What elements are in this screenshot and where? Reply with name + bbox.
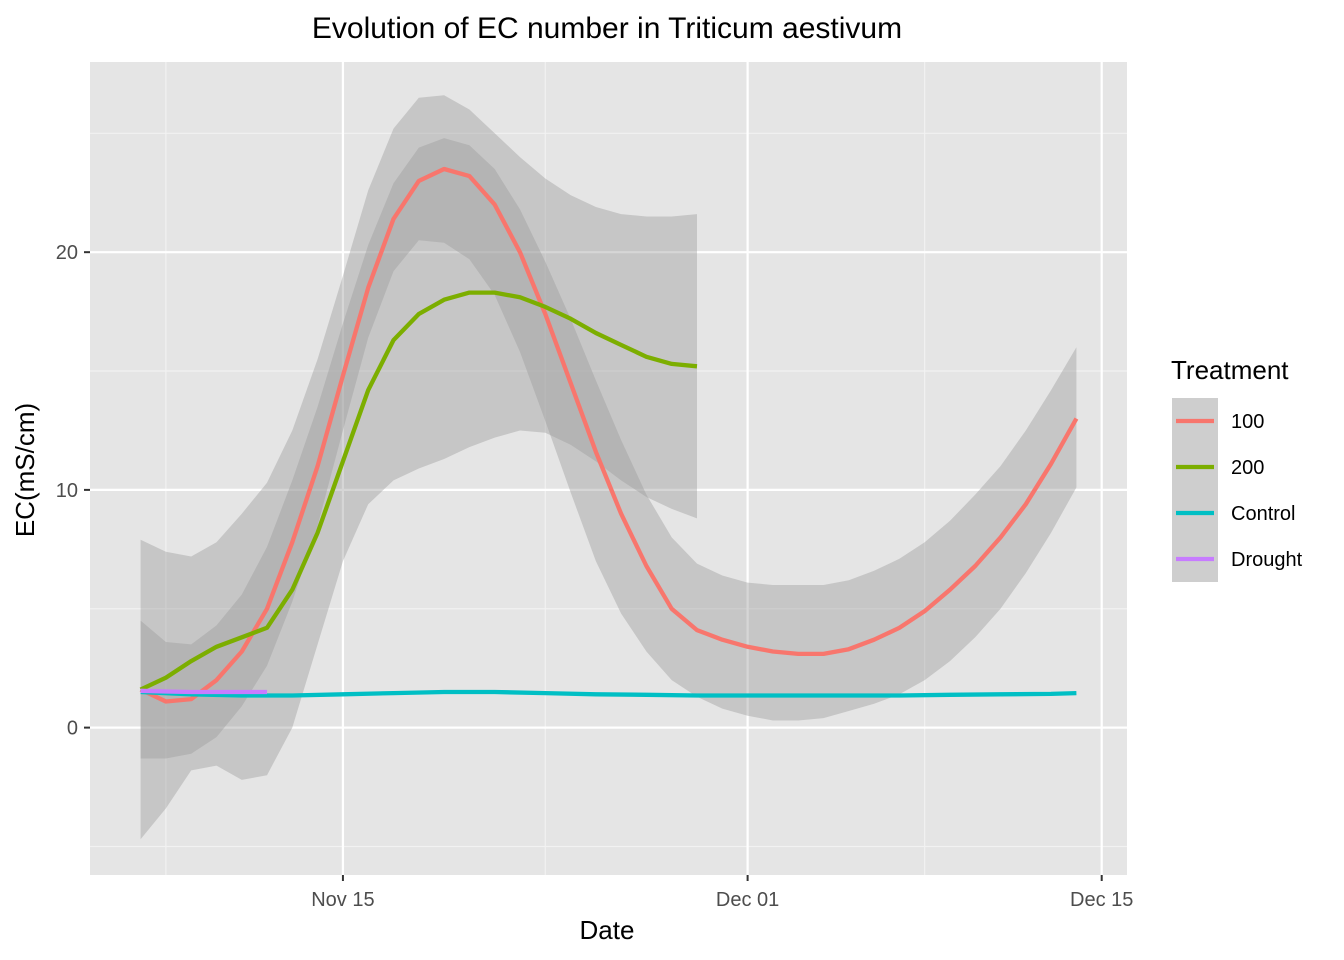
x-tick-label: Nov 15 [311,889,374,911]
legend-title: Treatment [1171,355,1289,385]
legend-label-100: 100 [1231,411,1264,433]
panel-background [90,62,1127,875]
series-line-100 [139,166,1079,704]
series-line-drought [140,688,267,695]
legend: Treatment 100 200 Control Drought [1171,355,1303,582]
confidence-band-100 [140,138,1077,759]
plot-panel [90,62,1127,875]
x-tick-label: Dec 01 [716,889,779,911]
y-tick-label: 0 [67,718,78,740]
x-tick-label: Dec 15 [1070,889,1133,911]
y-axis-title: EC(mS/cm) [10,403,40,537]
legend-label-200: 200 [1231,457,1264,479]
chart-title: Evolution of EC number in Triticum aesti… [312,12,902,45]
legend-label-control: Control [1231,503,1295,525]
confidence-band-200 [140,95,698,840]
legend-label-drought: Drought [1231,549,1303,571]
x-axis-title: Date [580,915,635,945]
y-tick-label: 10 [56,480,78,502]
series-line-control [140,689,1077,698]
series-line-200 [139,290,698,692]
y-tick-label: 20 [56,242,78,264]
